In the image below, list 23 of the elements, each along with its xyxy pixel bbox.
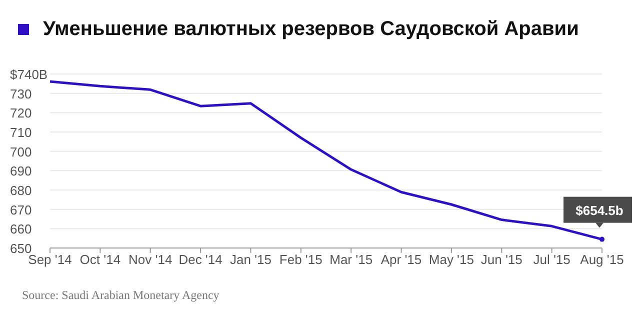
- chart-title: Уменьшение валютных резервов Саудовской Аравии: [43, 18, 579, 41]
- x-tick-label: Mar '15: [330, 252, 373, 268]
- y-tick-label: 670: [10, 202, 32, 218]
- x-tick-label: Dec '14: [178, 252, 222, 268]
- y-tick-label: 700: [10, 144, 32, 160]
- x-tick-label: Jan '15: [230, 252, 272, 268]
- y-tick-label: $740B: [10, 67, 48, 82]
- x-tick-label: Oct '14: [80, 252, 121, 268]
- y-tick-label: 710: [10, 125, 32, 140]
- annotation: $654.5b: [576, 202, 624, 218]
- y-tick-label: 680: [10, 183, 32, 198]
- source-note: Source: Saudi Arabian Monetary Agency: [22, 288, 220, 303]
- x-tick-label: Feb '15: [279, 252, 322, 268]
- y-tick-label: 730: [10, 86, 32, 102]
- x-tick-label: May '15: [428, 252, 474, 268]
- x-tick-label: Nov '14: [128, 252, 172, 268]
- y-tick-label: 690: [10, 164, 32, 179]
- x-tick-label: Aug '15: [580, 252, 624, 268]
- x-tick-label: Jul '15: [533, 252, 570, 268]
- y-tick-label: 660: [10, 222, 32, 237]
- y-tick-label: 720: [10, 106, 32, 121]
- x-tick-label: Jun '15: [480, 252, 522, 268]
- x-tick-label: Apr '15: [380, 252, 422, 268]
